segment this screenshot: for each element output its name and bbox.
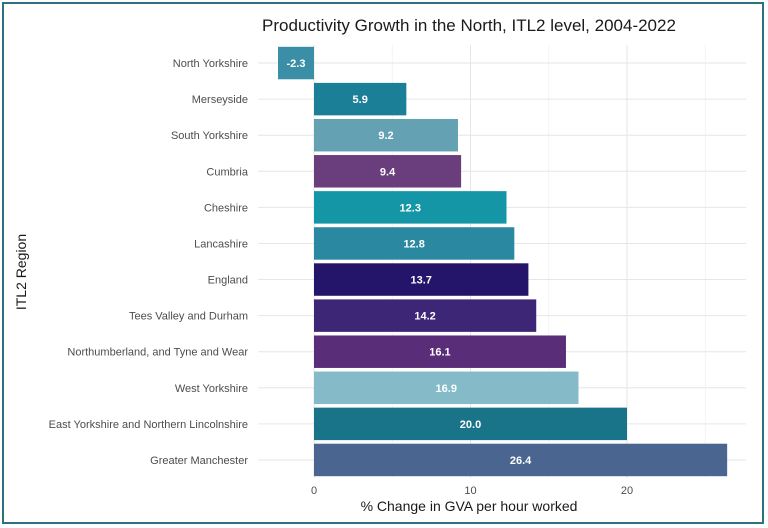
category-label: Greater Manchester <box>150 455 248 467</box>
bar <box>314 263 529 296</box>
category-label: England <box>208 275 248 287</box>
x-tick-label: 0 <box>311 485 317 497</box>
bar <box>314 82 407 116</box>
chart-title: Productivity Growth in the North, ITL2 l… <box>262 16 676 35</box>
bar-value-label: 5.9 <box>353 94 368 106</box>
x-tick-labels: 0 10 20 <box>311 485 633 497</box>
bar-value-label: 26.4 <box>510 455 532 467</box>
bar-value-label: 9.4 <box>380 166 396 178</box>
bar-value-labels: -2.3 5.9 9.2 9.4 12.3 12.8 13.7 14.2 16.1 16.9 20.… <box>287 58 533 467</box>
x-tick-label: 10 <box>464 485 476 497</box>
category-label: East Yorkshire and Northern Lincolnshire <box>49 419 248 431</box>
bar <box>314 443 728 477</box>
bar <box>314 371 579 405</box>
category-label: West Yorkshire <box>175 383 248 395</box>
bars <box>278 46 728 477</box>
category-label: Tees Valley and Durham <box>129 311 248 323</box>
category-labels: North Yorkshire Merseyside South Yorkshire… <box>49 58 249 467</box>
category-label: Merseyside <box>192 94 248 106</box>
bar-value-label: 14.2 <box>414 311 435 323</box>
bar-value-label: -2.3 <box>287 58 306 70</box>
bar-value-label: 9.2 <box>378 130 393 142</box>
bar <box>314 335 566 368</box>
bar <box>314 155 462 188</box>
bar <box>314 191 507 224</box>
y-axis-title: ITL2 Region <box>13 234 29 310</box>
bar-value-label: 16.9 <box>436 383 457 395</box>
bar <box>314 227 515 260</box>
bar-value-label: 13.7 <box>410 275 431 287</box>
x-axis-title: % Change in GVA per hour worked <box>361 498 578 514</box>
category-label: Cumbria <box>206 166 248 178</box>
bar-value-label: 20.0 <box>460 419 481 431</box>
bar <box>314 299 537 332</box>
category-label: Northumberland, and Tyne and Wear <box>67 347 248 359</box>
bar-value-label: 12.3 <box>400 202 421 214</box>
category-label: North Yorkshire <box>173 58 248 70</box>
category-label: Lancashire <box>194 238 248 250</box>
category-label: South Yorkshire <box>171 130 248 142</box>
bar-value-label: 16.1 <box>429 347 450 359</box>
bar <box>314 407 627 441</box>
bar <box>278 46 314 80</box>
x-tick-label: 20 <box>621 485 633 497</box>
bar <box>314 118 458 152</box>
category-label: Cheshire <box>204 202 248 214</box>
bar-value-label: 12.8 <box>403 238 424 250</box>
